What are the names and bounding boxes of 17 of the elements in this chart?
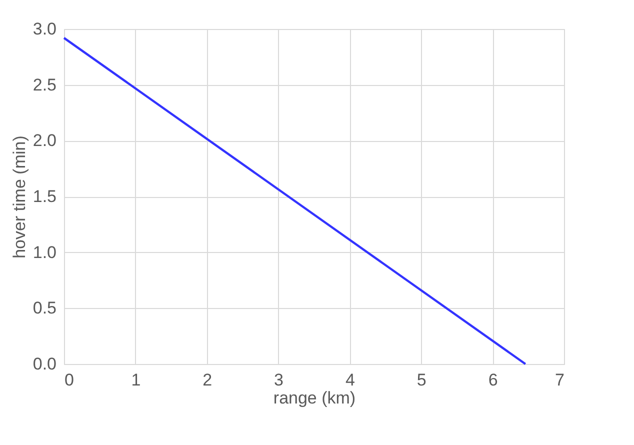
x-tick-label: 5 bbox=[416, 370, 426, 390]
x-tick-label: 3 bbox=[274, 370, 284, 390]
y-axis-title: hover time (min) bbox=[10, 136, 29, 258]
x-axis-title: range (km) bbox=[273, 388, 356, 408]
y-tick-label: 2.0 bbox=[32, 131, 56, 150]
y-tick-label: 2.5 bbox=[32, 75, 56, 94]
y-tick-label: 0.5 bbox=[32, 298, 56, 318]
x-tick-label: 0 bbox=[64, 370, 74, 390]
x-tick-label: 7 bbox=[555, 370, 564, 390]
y-tick-label: 0.0 bbox=[32, 354, 56, 374]
y-tick-label: 1.5 bbox=[32, 187, 56, 206]
x-tick-label: 6 bbox=[488, 370, 498, 390]
x-tick-label: 1 bbox=[131, 370, 141, 390]
x-tick-label: 2 bbox=[202, 370, 212, 390]
x-tick-label: 4 bbox=[345, 370, 355, 390]
y-tick-label: 3.0 bbox=[32, 20, 56, 38]
y-tick-label: 1.0 bbox=[32, 242, 56, 262]
